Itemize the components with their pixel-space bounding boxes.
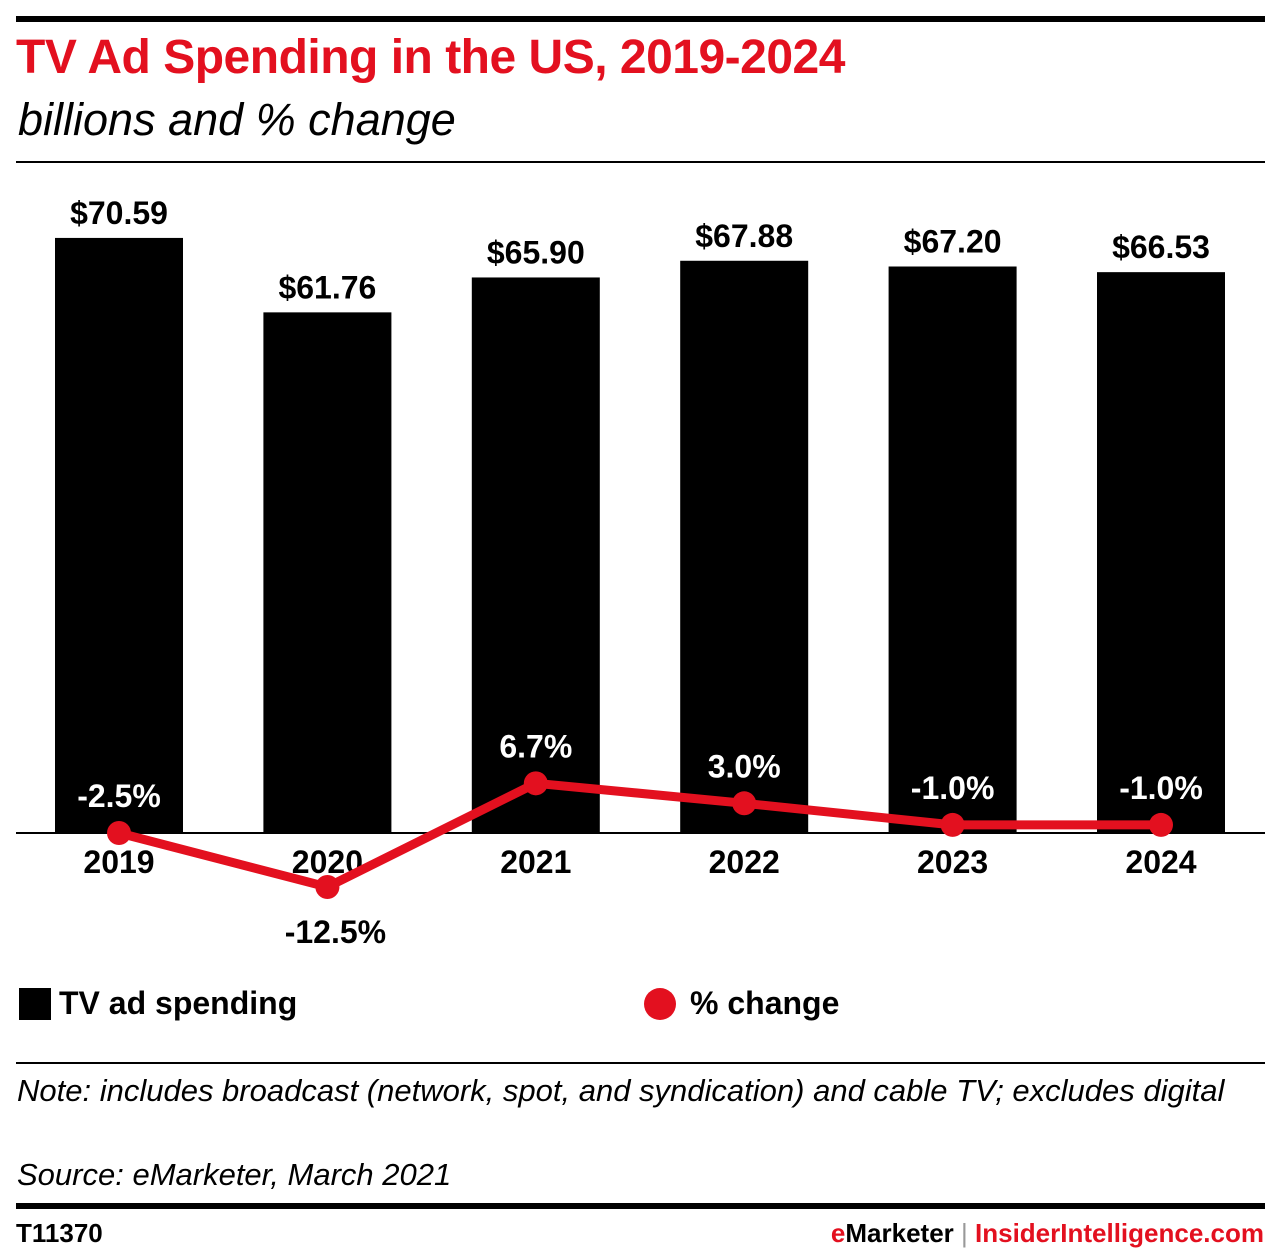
percent-change-label: 3.0% bbox=[708, 748, 781, 784]
legend-swatch-bar bbox=[19, 987, 51, 1020]
source-text: Source: eMarketer, March 2021 bbox=[17, 1157, 452, 1192]
percent-change-line bbox=[117, 778, 1161, 892]
x-tick-label: 2021 bbox=[500, 844, 571, 880]
percent-change-label: -1.0% bbox=[1119, 770, 1203, 806]
bar-value-label: $66.53 bbox=[1112, 229, 1210, 265]
bar-value-label: $67.88 bbox=[695, 218, 793, 254]
brand-footer: eMarketer | InsiderIntelligence.com bbox=[831, 1218, 1264, 1249]
bar bbox=[55, 237, 183, 834]
x-tick-label: 2019 bbox=[83, 844, 154, 880]
brand-site-link[interactable]: InsiderIntelligence.com bbox=[975, 1218, 1264, 1248]
legend-item-tv-ad-spending: TV ad spending bbox=[19, 985, 297, 1022]
legend-label: TV ad spending bbox=[59, 985, 298, 1021]
percent-change-label: -2.5% bbox=[77, 778, 161, 814]
percent-change-point bbox=[940, 812, 965, 837]
note-text: Note: includes broadcast (network, spot,… bbox=[17, 1073, 1225, 1108]
header-rule bbox=[16, 161, 1265, 163]
x-tick-label: 2022 bbox=[709, 844, 780, 880]
percent-change-label: -1.0% bbox=[911, 770, 995, 806]
percent-change-point bbox=[732, 791, 757, 816]
bar bbox=[263, 312, 392, 834]
chart-title: TV Ad Spending in the US, 2019-2024 bbox=[16, 31, 845, 84]
chart-subtitle: billions and % change bbox=[18, 94, 456, 145]
legend-item-percent-change: % change bbox=[644, 985, 839, 1022]
percent-change-label: 6.7% bbox=[499, 728, 572, 764]
chart-id: T11370 bbox=[16, 1218, 103, 1248]
percent-change-label: -12.5% bbox=[285, 914, 386, 950]
legend-label: % change bbox=[690, 985, 840, 1021]
bar bbox=[680, 260, 809, 833]
x-tick-label: 2024 bbox=[1125, 844, 1196, 880]
bar bbox=[888, 266, 1017, 833]
bar bbox=[1097, 272, 1225, 833]
percent-change-point bbox=[315, 875, 340, 899]
x-tick-label: 2023 bbox=[917, 844, 988, 880]
note-rule bbox=[16, 1062, 1265, 1064]
bar-value-label: $65.90 bbox=[487, 234, 585, 270]
percent-change-point bbox=[523, 771, 548, 796]
chart-plot: $70.59 $61.76 $65.90 $67.88 $67.20 $66.53 2019… bbox=[16, 195, 1265, 950]
legend-swatch-dot bbox=[644, 987, 676, 1020]
bar-value-label: $70.59 bbox=[70, 195, 168, 231]
bar-value-label: $61.76 bbox=[278, 269, 376, 305]
percent-change-point bbox=[1149, 812, 1173, 837]
footer-rule bbox=[16, 1203, 1265, 1209]
percent-change-point bbox=[107, 821, 131, 845]
top-rule bbox=[16, 16, 1265, 22]
brand-e: e bbox=[830, 1218, 846, 1248]
bar-value-label: $67.20 bbox=[904, 224, 1002, 260]
bar bbox=[471, 277, 600, 833]
brand-separator: | bbox=[961, 1218, 968, 1248]
brand-emarketer: Marketer bbox=[845, 1218, 954, 1248]
